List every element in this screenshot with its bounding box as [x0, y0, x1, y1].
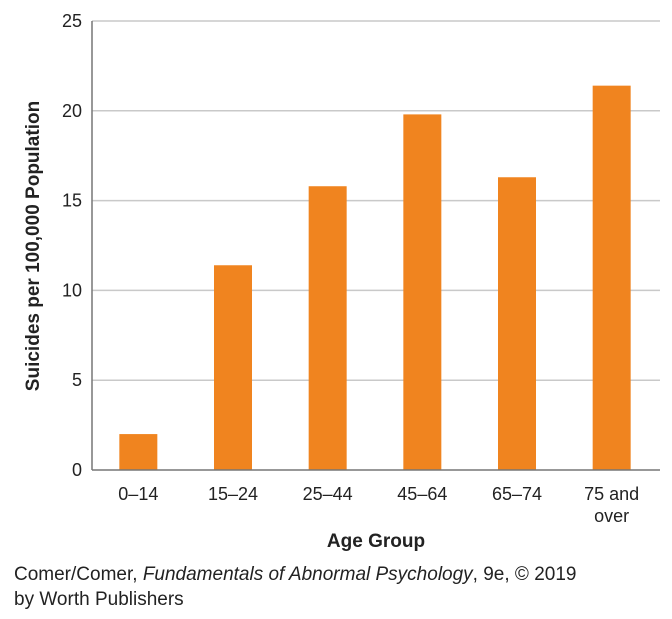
credit-edition: , 9e, © 2019	[472, 564, 577, 585]
bar-4	[403, 114, 442, 470]
y-tick-label: 0	[72, 460, 82, 480]
y-tick-label: 15	[62, 191, 82, 211]
y-tick-labels: 0 5 10 15 20 25	[62, 11, 82, 480]
y-axis-title: Suicides per 100,000 Population	[23, 101, 44, 391]
bar-2	[214, 265, 252, 470]
axes	[91, 21, 660, 471]
x-tick-label: 25–44	[303, 484, 353, 504]
x-tick-label: 65–74	[492, 484, 542, 504]
bar-chart: 0 5 10 15 20 25 0–14 15–24 25–44 45–64 65–74 75 an…	[23, 11, 660, 552]
x-tick-label: 45–64	[397, 484, 447, 504]
credit-publisher: by Worth Publishers	[14, 589, 184, 610]
x-tick-label: 75 and over	[584, 484, 639, 526]
bar-1	[119, 434, 158, 470]
x-tick-labels: 0–14 15–24 25–44 45–64 65–74 75 and over	[118, 484, 639, 526]
bar-3	[308, 186, 347, 470]
x-tick-label: 0–14	[118, 484, 158, 504]
credit-book-title: Fundamentals of Abnormal Psychology	[142, 564, 473, 585]
x-axis-title: Age Group	[327, 531, 425, 552]
bars	[119, 85, 631, 470]
y-tick-label: 5	[72, 370, 82, 390]
y-tick-label: 25	[62, 11, 82, 31]
credit-authors: Comer/Comer,	[14, 564, 138, 585]
y-tick-label: 10	[62, 280, 82, 300]
gridlines	[92, 20, 660, 381]
y-tick-label: 20	[62, 101, 82, 121]
x-tick-label: 15–24	[208, 484, 258, 504]
figure-credit: Comer/Comer, Fundamentals of Abnormal Ps…	[14, 562, 576, 612]
bar-6	[592, 85, 631, 470]
bar-5	[498, 177, 536, 470]
